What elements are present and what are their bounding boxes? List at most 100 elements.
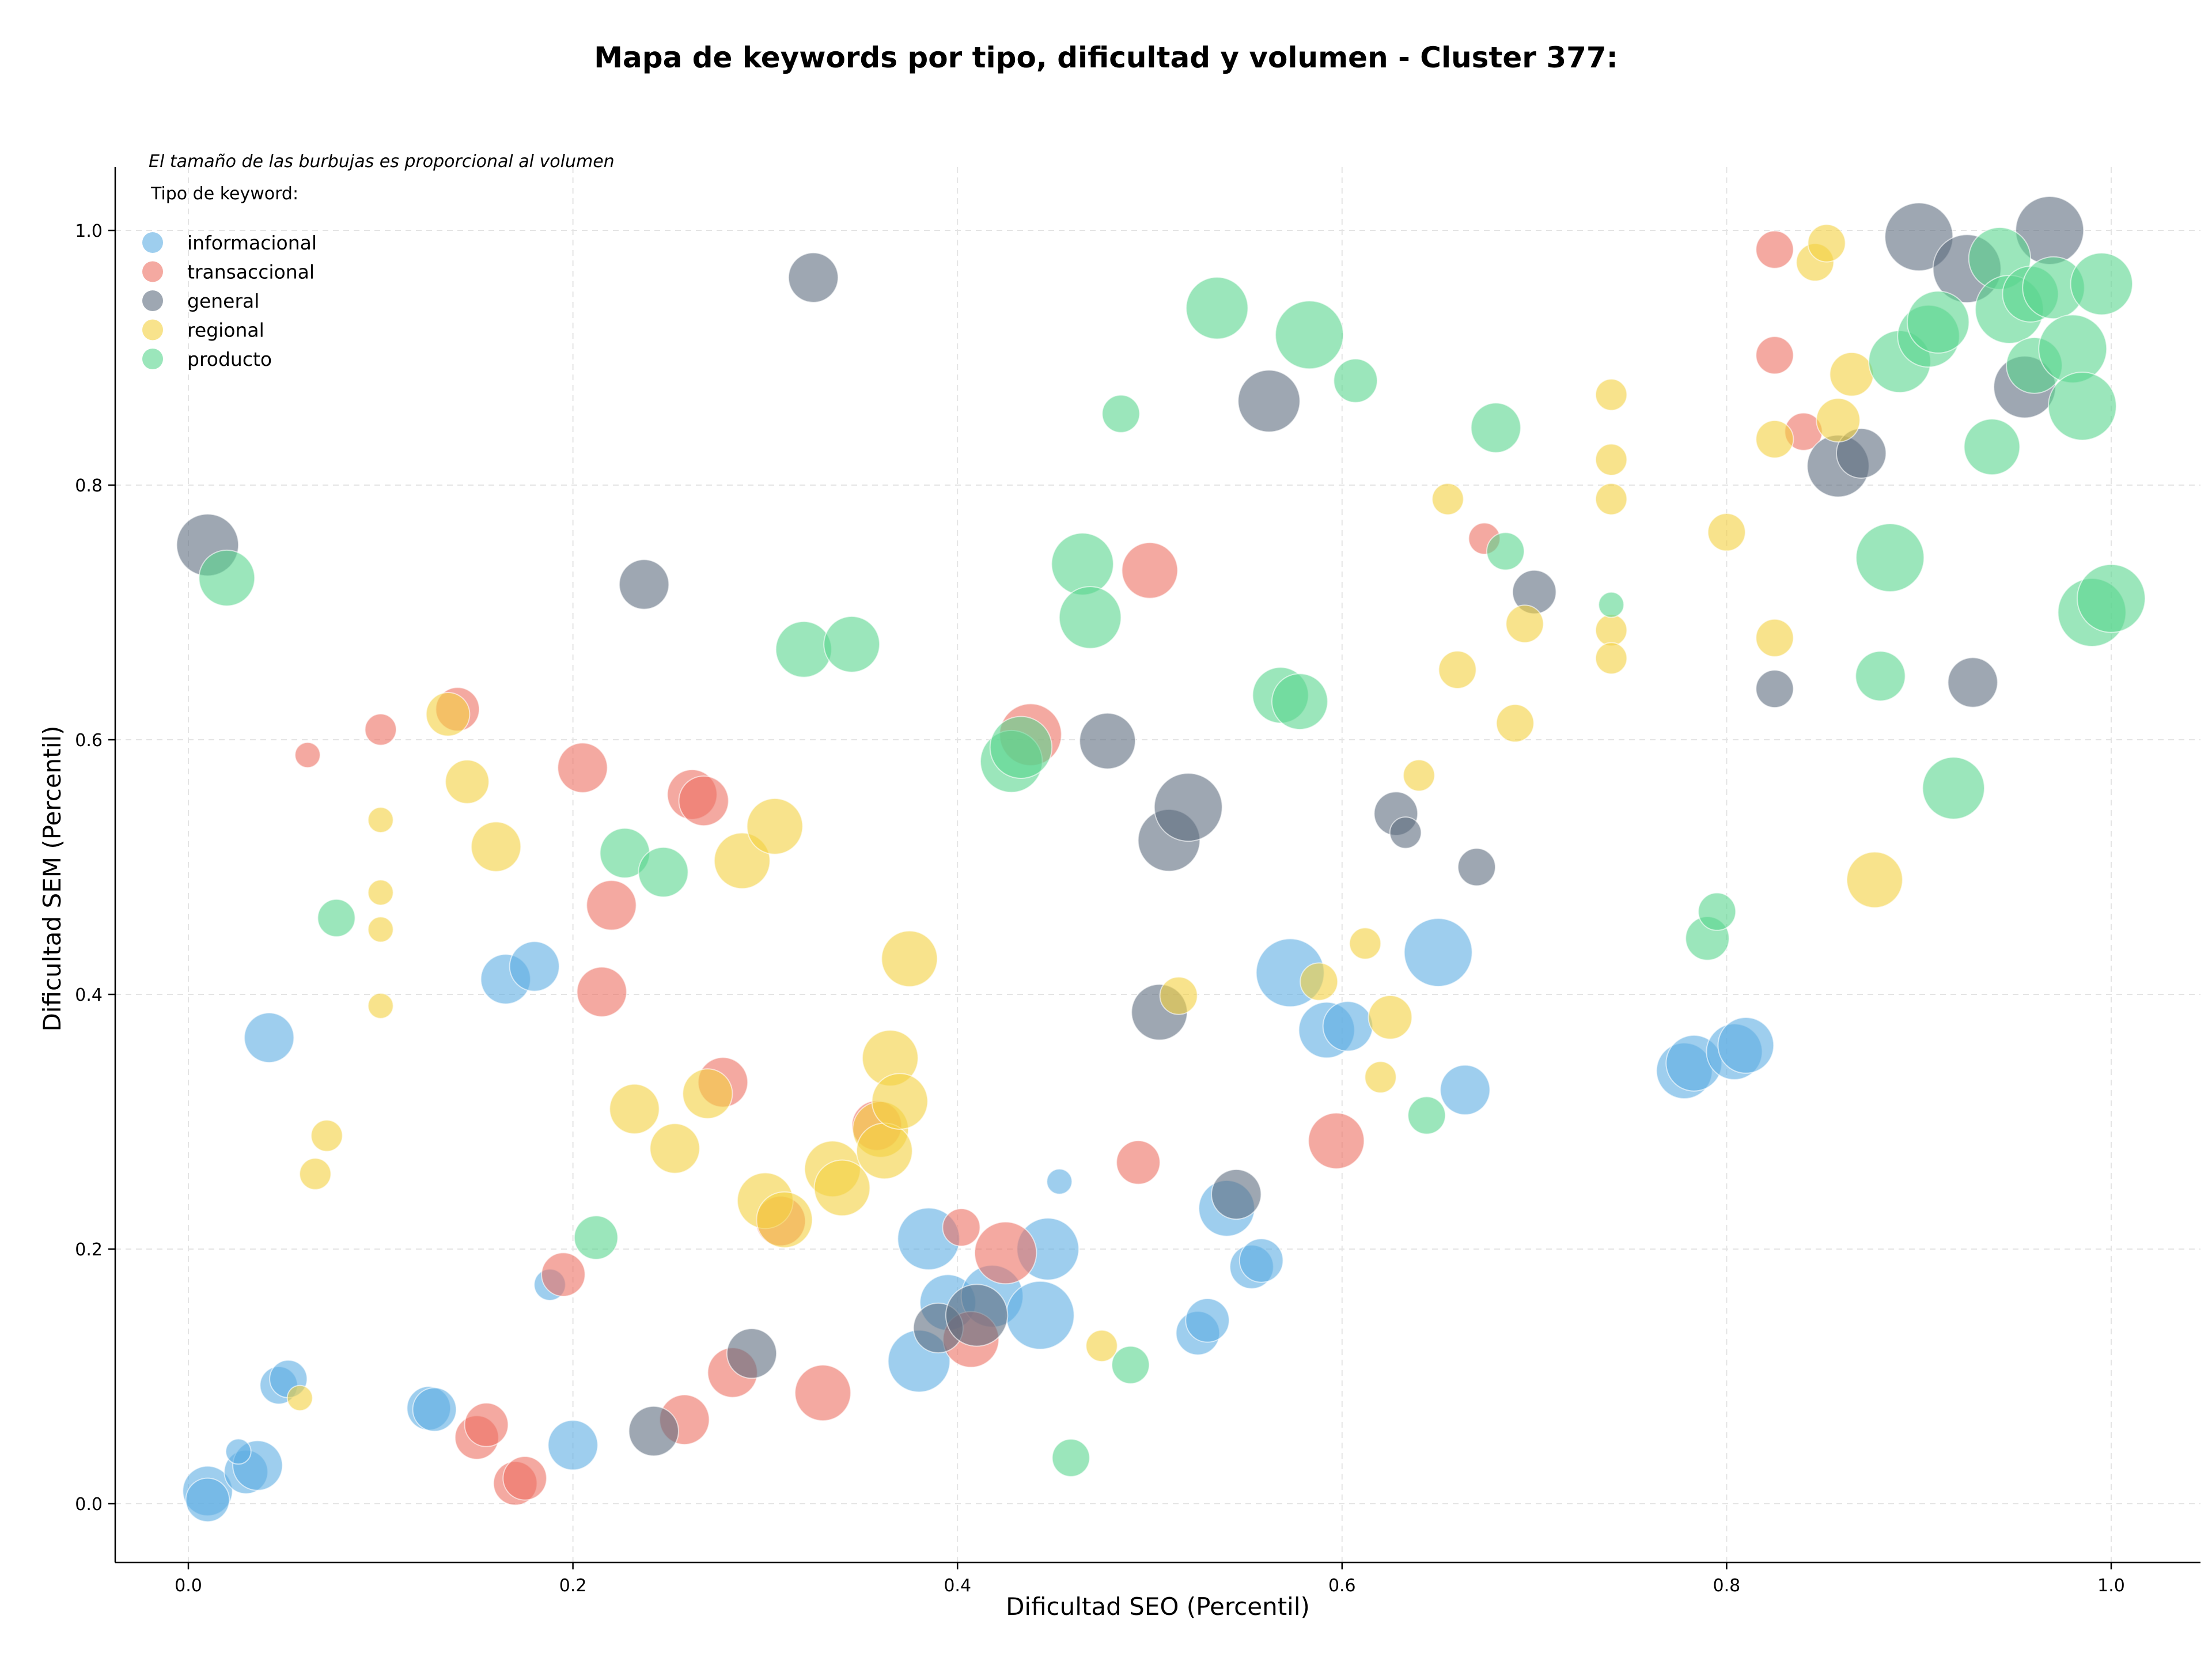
bubble-regional — [1431, 483, 1464, 516]
bubble-producto — [198, 549, 256, 607]
bubble-producto — [1698, 892, 1737, 931]
bubble-producto — [1470, 402, 1521, 453]
ticks: 0.0 0.2 0.4 0.6 0.8 1.0 0.0 0.2 0.4 0.6 0.8 1.0 — [75, 221, 2125, 1596]
legend-title: Tipo de keyword: — [150, 184, 298, 204]
bubble-producto — [1058, 586, 1122, 649]
bubble-transaccional — [464, 1402, 509, 1447]
bubble-regional — [856, 1122, 913, 1180]
bubble-producto — [2077, 563, 2146, 633]
x-tick-label: 0.0 — [175, 1576, 202, 1596]
bubble-regional — [1707, 513, 1746, 552]
bubble-regional — [649, 1123, 700, 1174]
chart-title: Mapa de keywords por tipo, dificultad y … — [594, 41, 1618, 74]
bubble-regional — [1594, 443, 1628, 476]
bubble-producto — [1185, 277, 1249, 340]
bubble-informacional — [509, 941, 560, 992]
bubble-producto — [573, 1215, 619, 1260]
bubble-regional — [746, 797, 804, 855]
bubble-regional — [1755, 419, 1794, 459]
bubble-producto — [1111, 1345, 1150, 1384]
bubble-regional — [1829, 351, 1874, 397]
bubble-regional — [1846, 851, 1903, 909]
bubble-regional — [1438, 650, 1477, 689]
series-regional — [286, 224, 1903, 1412]
bubble-producto — [1407, 1096, 1446, 1135]
bubble-producto — [2070, 252, 2134, 316]
bubble-regional — [756, 1191, 813, 1248]
bubble-informacional — [1403, 918, 1473, 987]
bubble-regional — [1816, 398, 1861, 443]
bubble-general — [1389, 816, 1422, 849]
bubble-general — [1457, 847, 1496, 887]
bubble-regional — [367, 807, 394, 834]
bubble-regional — [1807, 224, 1846, 263]
bubble-size-note: El tamaño de las burbujas es proporciona… — [149, 152, 615, 172]
bubble-regional — [609, 1083, 660, 1135]
x-tick-label: 0.6 — [1328, 1576, 1356, 1596]
bubble-transaccional — [541, 1252, 586, 1297]
bubble-general — [1237, 369, 1301, 433]
x-tick-label: 0.8 — [1713, 1576, 1741, 1596]
bubble-general — [628, 1405, 679, 1457]
bubble-informacional — [185, 1477, 230, 1523]
y-tick-label: 0.2 — [75, 1240, 103, 1260]
bubble-transaccional — [557, 742, 608, 793]
bubble-transaccional — [1308, 1112, 1365, 1170]
x-axis-label: Dificultad SEO (Percentil) — [1006, 1592, 1310, 1621]
bubble-producto — [2038, 314, 2108, 384]
bubble-producto — [1598, 591, 1625, 618]
legend-marker-producto — [142, 349, 163, 369]
bubble-regional — [1368, 995, 1413, 1040]
y-tick-label: 0.6 — [75, 731, 103, 751]
y-tick-label: 0.8 — [75, 476, 103, 496]
bubble-regional — [1159, 976, 1198, 1015]
bubble-producto — [1275, 300, 1344, 370]
bubble-regional — [299, 1157, 332, 1190]
y-tick-label: 0.0 — [75, 1494, 103, 1515]
bubble-informacional — [1717, 1017, 1775, 1074]
bubble-regional — [367, 916, 394, 943]
bubble-regional — [1085, 1329, 1118, 1363]
bubble-informacional — [1005, 1280, 1075, 1350]
bubble-regional — [1505, 604, 1544, 644]
bubble-regional — [286, 1384, 313, 1412]
bubble-general — [945, 1284, 1009, 1347]
bubble-regional — [1755, 618, 1794, 657]
bubble-transaccional — [294, 741, 321, 769]
bubble-regional — [1594, 642, 1628, 675]
bubble-producto — [989, 716, 1053, 780]
bubble-general — [1836, 427, 1887, 479]
bubble-informacional — [1440, 1064, 1491, 1115]
bubble-transaccional — [974, 1221, 1037, 1285]
bubble-regional — [1594, 483, 1628, 516]
y-tick-label: 0.4 — [75, 985, 103, 1005]
bubble-regional — [445, 759, 490, 804]
legend-marker-informacional — [142, 232, 163, 253]
bubble-producto — [1333, 358, 1378, 403]
legend-label-producto: producto — [187, 348, 272, 370]
bubble-transaccional — [576, 966, 627, 1017]
y-tick-label: 1.0 — [75, 221, 103, 241]
bubble-producto — [1906, 290, 1970, 354]
bubble-producto — [775, 620, 832, 678]
series-producto — [198, 226, 2146, 1477]
x-tick-label: 0.2 — [559, 1576, 587, 1596]
bubble-regional — [682, 1068, 733, 1119]
bubble-producto — [823, 615, 880, 673]
legend-label-informacional: informacional — [187, 232, 317, 254]
bubble-regional — [367, 879, 394, 906]
legend-label-transaccional: transaccional — [187, 261, 315, 283]
bubble-transaccional — [1121, 542, 1179, 599]
bubble-informacional — [547, 1420, 599, 1471]
bubble-general — [1153, 773, 1223, 842]
bubble-regional — [471, 821, 522, 872]
legend-items: informacional transaccional general regiona… — [142, 232, 317, 370]
legend-marker-general — [142, 290, 163, 311]
bubble-regional — [1403, 759, 1435, 792]
axes — [114, 167, 2200, 1564]
bubble-informacional — [1185, 1298, 1230, 1343]
bubble-producto — [1486, 532, 1525, 571]
bubble-regional — [425, 692, 471, 737]
legend-label-general: general — [187, 290, 259, 312]
